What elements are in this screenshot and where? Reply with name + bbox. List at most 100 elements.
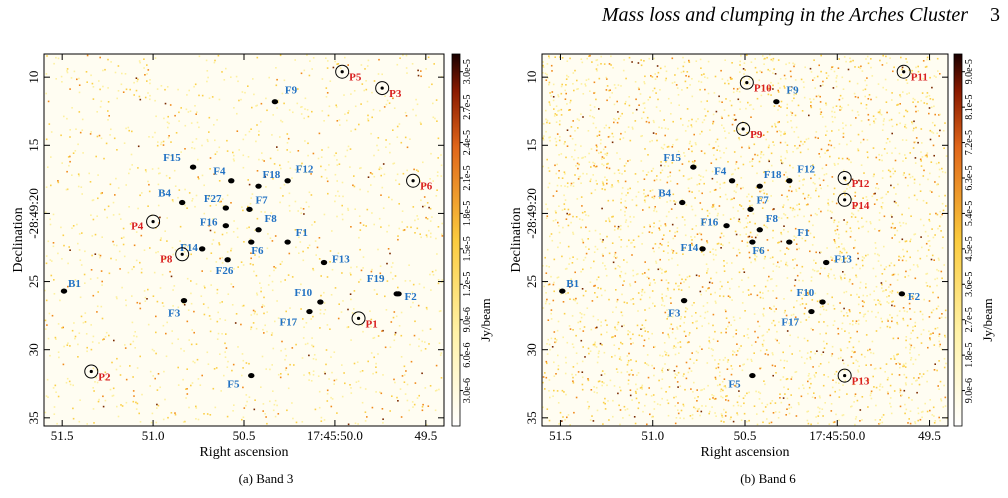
source-blob [320, 259, 328, 266]
y-tick-label: 30 [26, 343, 41, 356]
y-tick-label: -28:49:20 [524, 188, 539, 239]
source-label-blue: F10 [294, 287, 312, 299]
x-axis-label: Right ascension [199, 445, 288, 460]
source-dot [340, 70, 344, 74]
y-tick-label: 10 [524, 71, 539, 84]
colorbar-tick-label: 7.2e-5 [964, 130, 975, 155]
colorbar-tick-label: 6.3e-5 [964, 165, 975, 190]
y-tick-label: 35 [26, 411, 41, 424]
source-label-blue: F15 [663, 152, 681, 164]
page-header: Mass loss and clumping in the Arches Clu… [602, 4, 1000, 27]
source-label-blue: F18 [764, 169, 782, 181]
source-label-blue: F26 [216, 265, 234, 277]
source-label-blue: F7 [255, 194, 268, 206]
source-label-blue: F18 [263, 169, 281, 181]
source-blob [786, 239, 793, 245]
source-label-blue: B4 [158, 188, 171, 200]
source-blob [786, 178, 793, 184]
x-tick-label: 50.5 [734, 428, 757, 443]
source-dot [380, 86, 384, 90]
source-blob [228, 178, 235, 184]
colorbar-tick-label: 9.0e-5 [964, 59, 975, 84]
source-label-blue: F19 [367, 273, 385, 285]
source-blob [178, 199, 186, 206]
source-label-blue: F1 [296, 227, 308, 239]
source-circle [837, 368, 852, 383]
source-blob [823, 259, 830, 266]
y-tick-label: 25 [524, 275, 539, 288]
source-circle [146, 214, 161, 229]
source-label-blue: F16 [200, 217, 218, 229]
source-blob [255, 183, 262, 189]
x-tick-label: 51.5 [51, 428, 74, 443]
source-blob [189, 164, 197, 170]
source-label-red: P11 [911, 72, 928, 84]
source-label-red: P3 [389, 88, 402, 100]
source-blob [728, 178, 736, 184]
source-blob [180, 298, 188, 304]
colorbar [953, 53, 963, 427]
y-axis-label: Declination [509, 207, 524, 272]
page-number: 3 [990, 4, 1000, 26]
y-tick-label: 30 [524, 343, 539, 356]
source-circle [84, 364, 99, 379]
source-circle [175, 247, 190, 262]
colorbar-tick-label: 1.2e-5 [462, 272, 473, 297]
source-blob [224, 257, 231, 263]
source-blob [747, 206, 754, 212]
colorbar-label: Jy/beam [478, 298, 493, 341]
source-circle [837, 192, 852, 207]
y-tick-label: 15 [26, 139, 41, 152]
colorbar-tick-label: 8.1e-5 [964, 95, 975, 120]
source-dot [411, 179, 415, 183]
source-blob [198, 246, 206, 252]
colorbar-tick-label: 3.0e-5 [462, 59, 473, 84]
source-blob [271, 99, 279, 105]
caption-band3: (a) Band 3 [238, 471, 294, 486]
noise-speckle-layer [542, 54, 948, 426]
source-circle [351, 311, 366, 326]
source-dot [89, 369, 93, 374]
source-label-blue: F6 [752, 245, 765, 257]
colorbar-tick-label: 6.0e-6 [462, 343, 473, 368]
source-blob [773, 99, 780, 105]
source-dot [843, 176, 847, 180]
source-label-blue: F9 [786, 85, 799, 97]
figure-panel-band6: 10 15 -28:49:20 25 30 35 51.5 51.0 50.5 17:45:50.… [509, 53, 995, 460]
noise-speckle-layer [44, 54, 444, 426]
y-tick-label: -28:49:20 [26, 188, 41, 239]
source-blob [690, 164, 697, 170]
colorbar-tick-label: 9.0e-6 [462, 307, 473, 332]
x-tick-label: 17:45:50.0 [809, 428, 865, 443]
source-blob [284, 239, 291, 245]
figure-panel-band3: 10 15 -28:49:20 25 30 35 51.5 51.0 50.5 17:45:50.… [11, 53, 493, 460]
source-blob [559, 288, 566, 294]
source-blob [808, 308, 815, 315]
source-label-blue: F27 [204, 193, 222, 205]
source-label-red: P10 [754, 83, 772, 95]
source-label-blue: F5 [728, 379, 741, 391]
source-label-blue: F2 [405, 291, 418, 303]
x-tick-label: 49.5 [414, 428, 437, 443]
colorbar-tick-label: 2.7e-5 [964, 307, 975, 332]
source-label-blue: F4 [213, 166, 226, 178]
source-blob [680, 298, 688, 304]
source-blob [756, 183, 763, 189]
source-label-blue: F13 [834, 253, 852, 265]
colorbar-tick-label: 9.0e-6 [964, 378, 975, 403]
source-blob [749, 239, 756, 245]
source-label-blue: F9 [285, 85, 298, 97]
y-tick-label: 10 [26, 71, 41, 84]
source-blob [306, 308, 313, 315]
source-label-blue: F4 [714, 166, 727, 178]
source-label-blue: F12 [797, 164, 815, 176]
colorbar [451, 53, 461, 427]
source-label-red: P4 [131, 221, 144, 233]
source-label-red: P5 [349, 72, 362, 84]
source-label-red: P12 [852, 178, 870, 190]
colorbar-tick-label: 1.8e-5 [462, 201, 473, 226]
source-circle [335, 64, 350, 79]
y-axis-label: Declination [11, 207, 26, 272]
source-label-blue: F3 [668, 308, 681, 320]
colorbar-tick-label: 2.4e-5 [462, 130, 473, 155]
